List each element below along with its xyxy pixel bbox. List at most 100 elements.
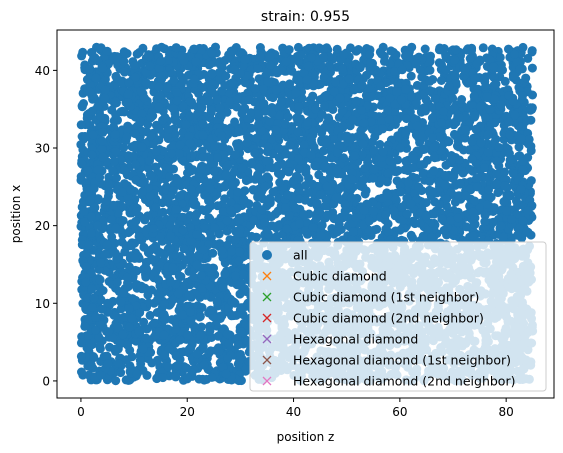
scatter-point (250, 148, 260, 158)
scatter-point (521, 73, 531, 83)
scatter-point (167, 149, 176, 159)
scatter-point (199, 360, 209, 370)
scatter-point (119, 312, 129, 322)
scatter-point (212, 95, 222, 105)
scatter-point (171, 116, 181, 126)
scatter-point (416, 160, 426, 170)
scatter-point (111, 346, 120, 356)
scatter-point (100, 85, 110, 95)
scatter-point (141, 272, 151, 282)
scatter-point (95, 173, 105, 182)
scatter-point (335, 183, 345, 193)
scatter-point (184, 344, 194, 354)
scatter-point (499, 197, 509, 207)
scatter-point (213, 331, 223, 341)
scatter-point (396, 187, 406, 197)
scatter-point (308, 91, 318, 101)
scatter-point (123, 340, 132, 350)
scatter-point (120, 67, 130, 77)
scatter-point (467, 136, 477, 146)
scatter-point (284, 45, 294, 55)
scatter-point (357, 105, 366, 115)
scatter-point (183, 330, 193, 340)
scatter-point (134, 231, 144, 241)
scatter-point (496, 221, 506, 231)
scatter-point (131, 207, 141, 217)
scatter-point (95, 275, 105, 285)
scatter-point (282, 224, 292, 234)
scatter-point (195, 331, 205, 341)
scatter-point (111, 376, 121, 386)
scatter-point (95, 341, 105, 351)
scatter-point (118, 216, 128, 226)
scatter-point (78, 47, 88, 57)
scatter-point (307, 179, 317, 189)
scatter-point (111, 223, 121, 233)
scatter-point (430, 197, 440, 207)
scatter-point (499, 232, 508, 242)
scatter-point (332, 227, 342, 237)
scatter-point (234, 340, 243, 350)
scatter-point (102, 46, 112, 56)
scatter-point (457, 95, 467, 104)
scatter-point (450, 197, 460, 207)
scatter-point (220, 55, 230, 65)
scatter-point (419, 103, 429, 113)
scatter-point (296, 50, 306, 60)
scatter-point (175, 335, 185, 345)
scatter-point (128, 152, 138, 161)
scatter-point (492, 179, 502, 189)
chart-title: strain: 0.955 (261, 9, 350, 25)
scatter-point (504, 149, 514, 159)
scatter-point (131, 336, 141, 346)
scatter-point (527, 63, 537, 73)
scatter-point (97, 304, 107, 314)
scatter-point (434, 58, 444, 68)
scatter-point (168, 104, 178, 114)
scatter-point (146, 131, 156, 141)
scatter-point (444, 137, 454, 147)
scatter-point (518, 165, 528, 174)
scatter-point (123, 89, 133, 99)
scatter-point (495, 52, 505, 62)
scatter-point (108, 200, 118, 210)
scatter-point (436, 76, 446, 85)
scatter-point (395, 143, 405, 153)
scatter-point (518, 157, 528, 167)
scatter-point (197, 283, 207, 293)
scatter-point (285, 79, 295, 89)
scatter-point (147, 358, 157, 368)
scatter-point (112, 173, 121, 183)
scatter-point (195, 311, 205, 321)
scatter-point (412, 80, 422, 90)
scatter-point (149, 318, 159, 328)
scatter-point (120, 166, 130, 176)
scatter-point (439, 225, 449, 235)
scatter-point (314, 170, 324, 180)
scatter-point (414, 182, 424, 192)
scatter-point (154, 82, 164, 92)
scatter-point (478, 43, 488, 53)
scatter-point (104, 187, 114, 197)
scatter-point (102, 240, 112, 250)
scatter-point (157, 42, 167, 52)
scatter-point (354, 45, 363, 54)
scatter-point (284, 211, 294, 221)
scatter-point (171, 372, 181, 382)
scatter-point (218, 207, 228, 216)
scatter-point (291, 203, 301, 213)
scatter-point (141, 78, 151, 88)
scatter-point (281, 202, 291, 212)
scatter-point (360, 164, 370, 173)
scatter-point (91, 73, 101, 83)
scatter-point (319, 146, 328, 156)
scatter-point (273, 168, 283, 178)
scatter-point (508, 96, 518, 106)
scatter-point (500, 76, 510, 86)
scatter-point (523, 53, 533, 63)
scatter-point (285, 140, 295, 150)
scatter-point (145, 61, 155, 71)
scatter-point (163, 362, 173, 372)
scatter-point (386, 46, 396, 56)
